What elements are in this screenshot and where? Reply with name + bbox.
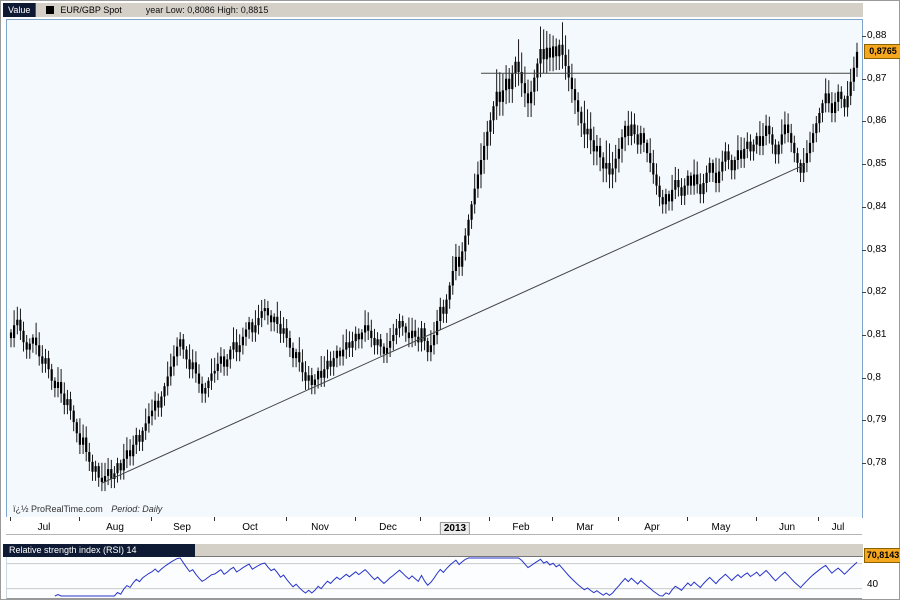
support-trendline [101,164,804,484]
price-axis-label: 0,83 [867,244,887,255]
time-axis-label: Oct [242,522,258,533]
price-axis-label: 0,88 [867,30,887,41]
price-axis-label: 0,79 [867,414,887,425]
time-axis-label: Apr [644,522,660,533]
time-axis-tick [214,517,215,521]
price-axis-tick [862,164,866,165]
price-axis-label: 0,78 [867,457,887,468]
rsi-header-strip [195,544,863,557]
time-axis-label: Dec [379,522,397,533]
price-axis-tick [862,79,866,80]
attribution-period: Period: Daily [111,504,163,514]
time-axis-tick [618,517,619,521]
rsi-title[interactable]: Relative strength index (RSI) 14 [3,544,195,557]
year-range-summary: year Low: 0,8086 High: 0,8815 [145,5,269,15]
rsi-header: Relative strength index (RSI) 14 [3,544,863,557]
rsi-axis-label-40: 40 [867,579,879,590]
candle-wicks [10,22,858,492]
time-axis-tick [286,517,287,521]
time-axis-tick [818,517,819,521]
price-axis-label: 0,8 [867,372,881,383]
time-axis-label: May [711,522,731,533]
time-axis-label: Jul [831,522,845,533]
price-axis-tick [862,335,866,336]
series-color-icon [46,6,55,14]
price-axis-tick [862,378,866,379]
series-name[interactable]: EUR/GBP Spot [60,5,122,15]
attribution: ï¿½ ProRealTime.com Period: Daily [13,504,162,514]
rsi-canvas[interactable] [7,557,862,598]
price-axis-label: 0,86 [867,115,887,126]
time-axis-tick [151,517,152,521]
price-axis-label: 0,81 [867,329,887,340]
time-axis-tick [687,517,688,521]
last-price-badge: 0,8765 [864,44,900,59]
time-axis-tick [355,517,356,521]
time-axis-label: Jun [778,522,796,533]
legend-bar: EUR/GBP Spot year Low: 0,8086 High: 0,88… [36,3,863,17]
time-axis-label: Sep [173,522,191,533]
time-axis-label: Aug [106,522,124,533]
time-axis-tick [10,517,11,521]
price-axis-label: 0,85 [867,158,887,169]
price-axis-tick [862,463,866,464]
time-axis-label: Jul [37,522,51,533]
chart-toolbar: Value EUR/GBP Spot year Low: 0,8086 High… [3,3,863,17]
rsi-line [54,557,858,597]
price-axis-label: 0,84 [867,201,887,212]
candle-bodies [9,44,859,482]
time-axis-label: Nov [311,522,329,533]
price-axis-tick [862,420,866,421]
time-axis-tick [79,517,80,521]
price-axis-tick [862,250,866,251]
time-axis-tick [552,517,553,521]
time-scale[interactable]: Jul Aug Sep Oct Nov Dec 2013 Feb Mar Apr May Jun Jul [6,517,862,535]
time-axis-label: Feb [512,522,530,533]
rsi-last-value-badge: 70,8143 [864,548,900,563]
time-axis-tick [420,517,421,521]
price-axis-label: 0,82 [867,286,887,297]
price-chart[interactable]: ï¿½ ProRealTime.com Period: Daily [6,19,863,518]
price-axis-label: 0,87 [867,73,887,84]
time-axis-tick [756,517,757,521]
candlestick-canvas[interactable] [7,20,862,517]
price-axis-tick [862,292,866,293]
price-axis-tick [862,36,866,37]
attribution-copyright: ï¿½ ProRealTime.com [13,504,103,514]
price-axis-tick [862,121,866,122]
value-scale-tab[interactable]: Value [3,3,37,17]
time-axis-label: 2013 [439,522,471,535]
rsi-chart[interactable] [6,557,862,599]
time-axis-tick [489,517,490,521]
time-axis-label: Mar [576,522,594,533]
price-axis-tick [862,207,866,208]
